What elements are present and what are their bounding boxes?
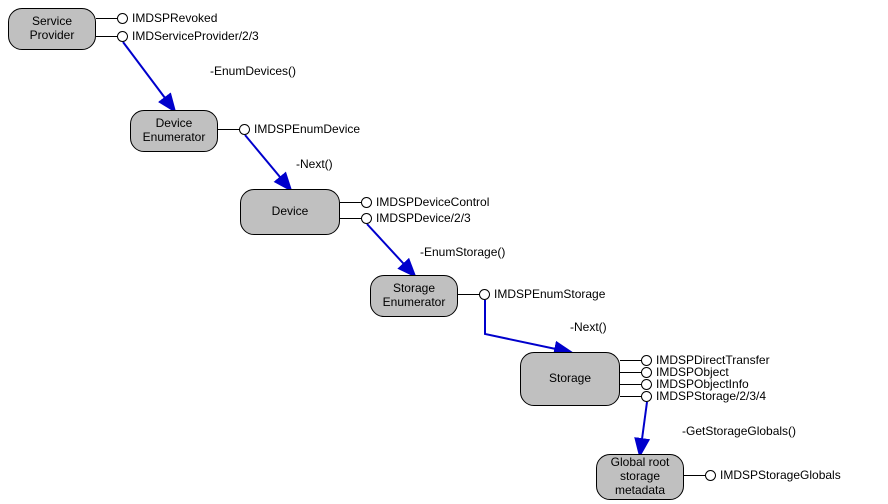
arrow-label: -EnumDevices() — [210, 64, 296, 78]
lollipop-ball-icon — [705, 470, 716, 481]
interface-label: IMDSPEnumDevice — [254, 122, 360, 136]
node-label: Provider — [30, 29, 75, 43]
lollipop-stem — [96, 18, 118, 19]
lollipop-ball-icon — [641, 391, 652, 402]
interface-label: IMDSPDeviceControl — [376, 195, 489, 209]
interface-label: IMDSPStorageGlobals — [720, 468, 841, 482]
interface-sp1: IMDSPRevoked — [96, 12, 217, 24]
lollipop-ball-icon — [361, 197, 372, 208]
lollipop-stem — [218, 129, 240, 130]
arrow-label: -GetStorageGlobals() — [682, 424, 796, 438]
arrow-label: -Next() — [296, 157, 333, 171]
lollipop-ball-icon — [641, 379, 652, 390]
lollipop-ball-icon — [117, 13, 128, 24]
node-label: storage — [611, 470, 670, 484]
lollipop-stem — [340, 202, 362, 203]
lollipop-ball-icon — [361, 213, 372, 224]
lollipop-stem — [620, 384, 642, 385]
node-label: Service — [30, 15, 75, 29]
node-label: Storage — [549, 372, 591, 386]
lollipop-ball-icon — [117, 31, 128, 42]
lollipop-ball-icon — [641, 367, 652, 378]
lollipop-stem — [96, 36, 118, 37]
lollipop-stem — [684, 475, 706, 476]
arrow-4 — [640, 402, 647, 454]
interface-gr1: IMDSPStorageGlobals — [684, 469, 841, 481]
interface-st4: IMDSPStorage/2/3/4 — [620, 390, 766, 402]
node-de: DeviceEnumerator — [130, 110, 218, 152]
interface-de1: IMDSPEnumDevice — [218, 123, 360, 135]
arrow-1 — [245, 135, 290, 189]
arrow-label: -EnumStorage() — [420, 245, 505, 259]
node-label: Enumerator — [383, 296, 446, 310]
lollipop-stem — [620, 360, 642, 361]
lollipop-stem — [458, 294, 480, 295]
node-label: Device — [143, 117, 206, 131]
lollipop-stem — [620, 372, 642, 373]
lollipop-stem — [620, 396, 642, 397]
node-gr: Global rootstoragemetadata — [596, 454, 684, 500]
interface-label: IMDSPDevice/2/3 — [376, 211, 471, 225]
interface-dev2: IMDSPDevice/2/3 — [340, 212, 471, 224]
lollipop-stem — [340, 218, 362, 219]
node-label: Enumerator — [143, 131, 206, 145]
node-label: Global root — [611, 456, 670, 470]
arrow-2 — [367, 224, 414, 275]
interface-se1: IMDSPEnumStorage — [458, 288, 605, 300]
node-st: Storage — [520, 352, 620, 406]
node-sp: ServiceProvider — [8, 8, 96, 50]
node-label: metadata — [611, 484, 670, 498]
interface-label: IMDSPEnumStorage — [494, 287, 605, 301]
interface-label: IMDSPStorage/2/3/4 — [656, 389, 766, 403]
node-dev: Device — [240, 189, 340, 235]
interface-sp2: IMDServiceProvider/2/3 — [96, 30, 259, 42]
lollipop-ball-icon — [239, 124, 250, 135]
interface-label: IMDServiceProvider/2/3 — [132, 29, 259, 43]
interface-dev1: IMDSPDeviceControl — [340, 196, 489, 208]
node-label: Storage — [383, 282, 446, 296]
arrow-label: -Next() — [570, 320, 607, 334]
lollipop-ball-icon — [479, 289, 490, 300]
interface-label: IMDSPRevoked — [132, 11, 217, 25]
arrow-0 — [123, 42, 174, 110]
arrow-3 — [485, 300, 570, 352]
lollipop-ball-icon — [641, 355, 652, 366]
node-se: StorageEnumerator — [370, 275, 458, 317]
node-label: Device — [272, 205, 309, 219]
